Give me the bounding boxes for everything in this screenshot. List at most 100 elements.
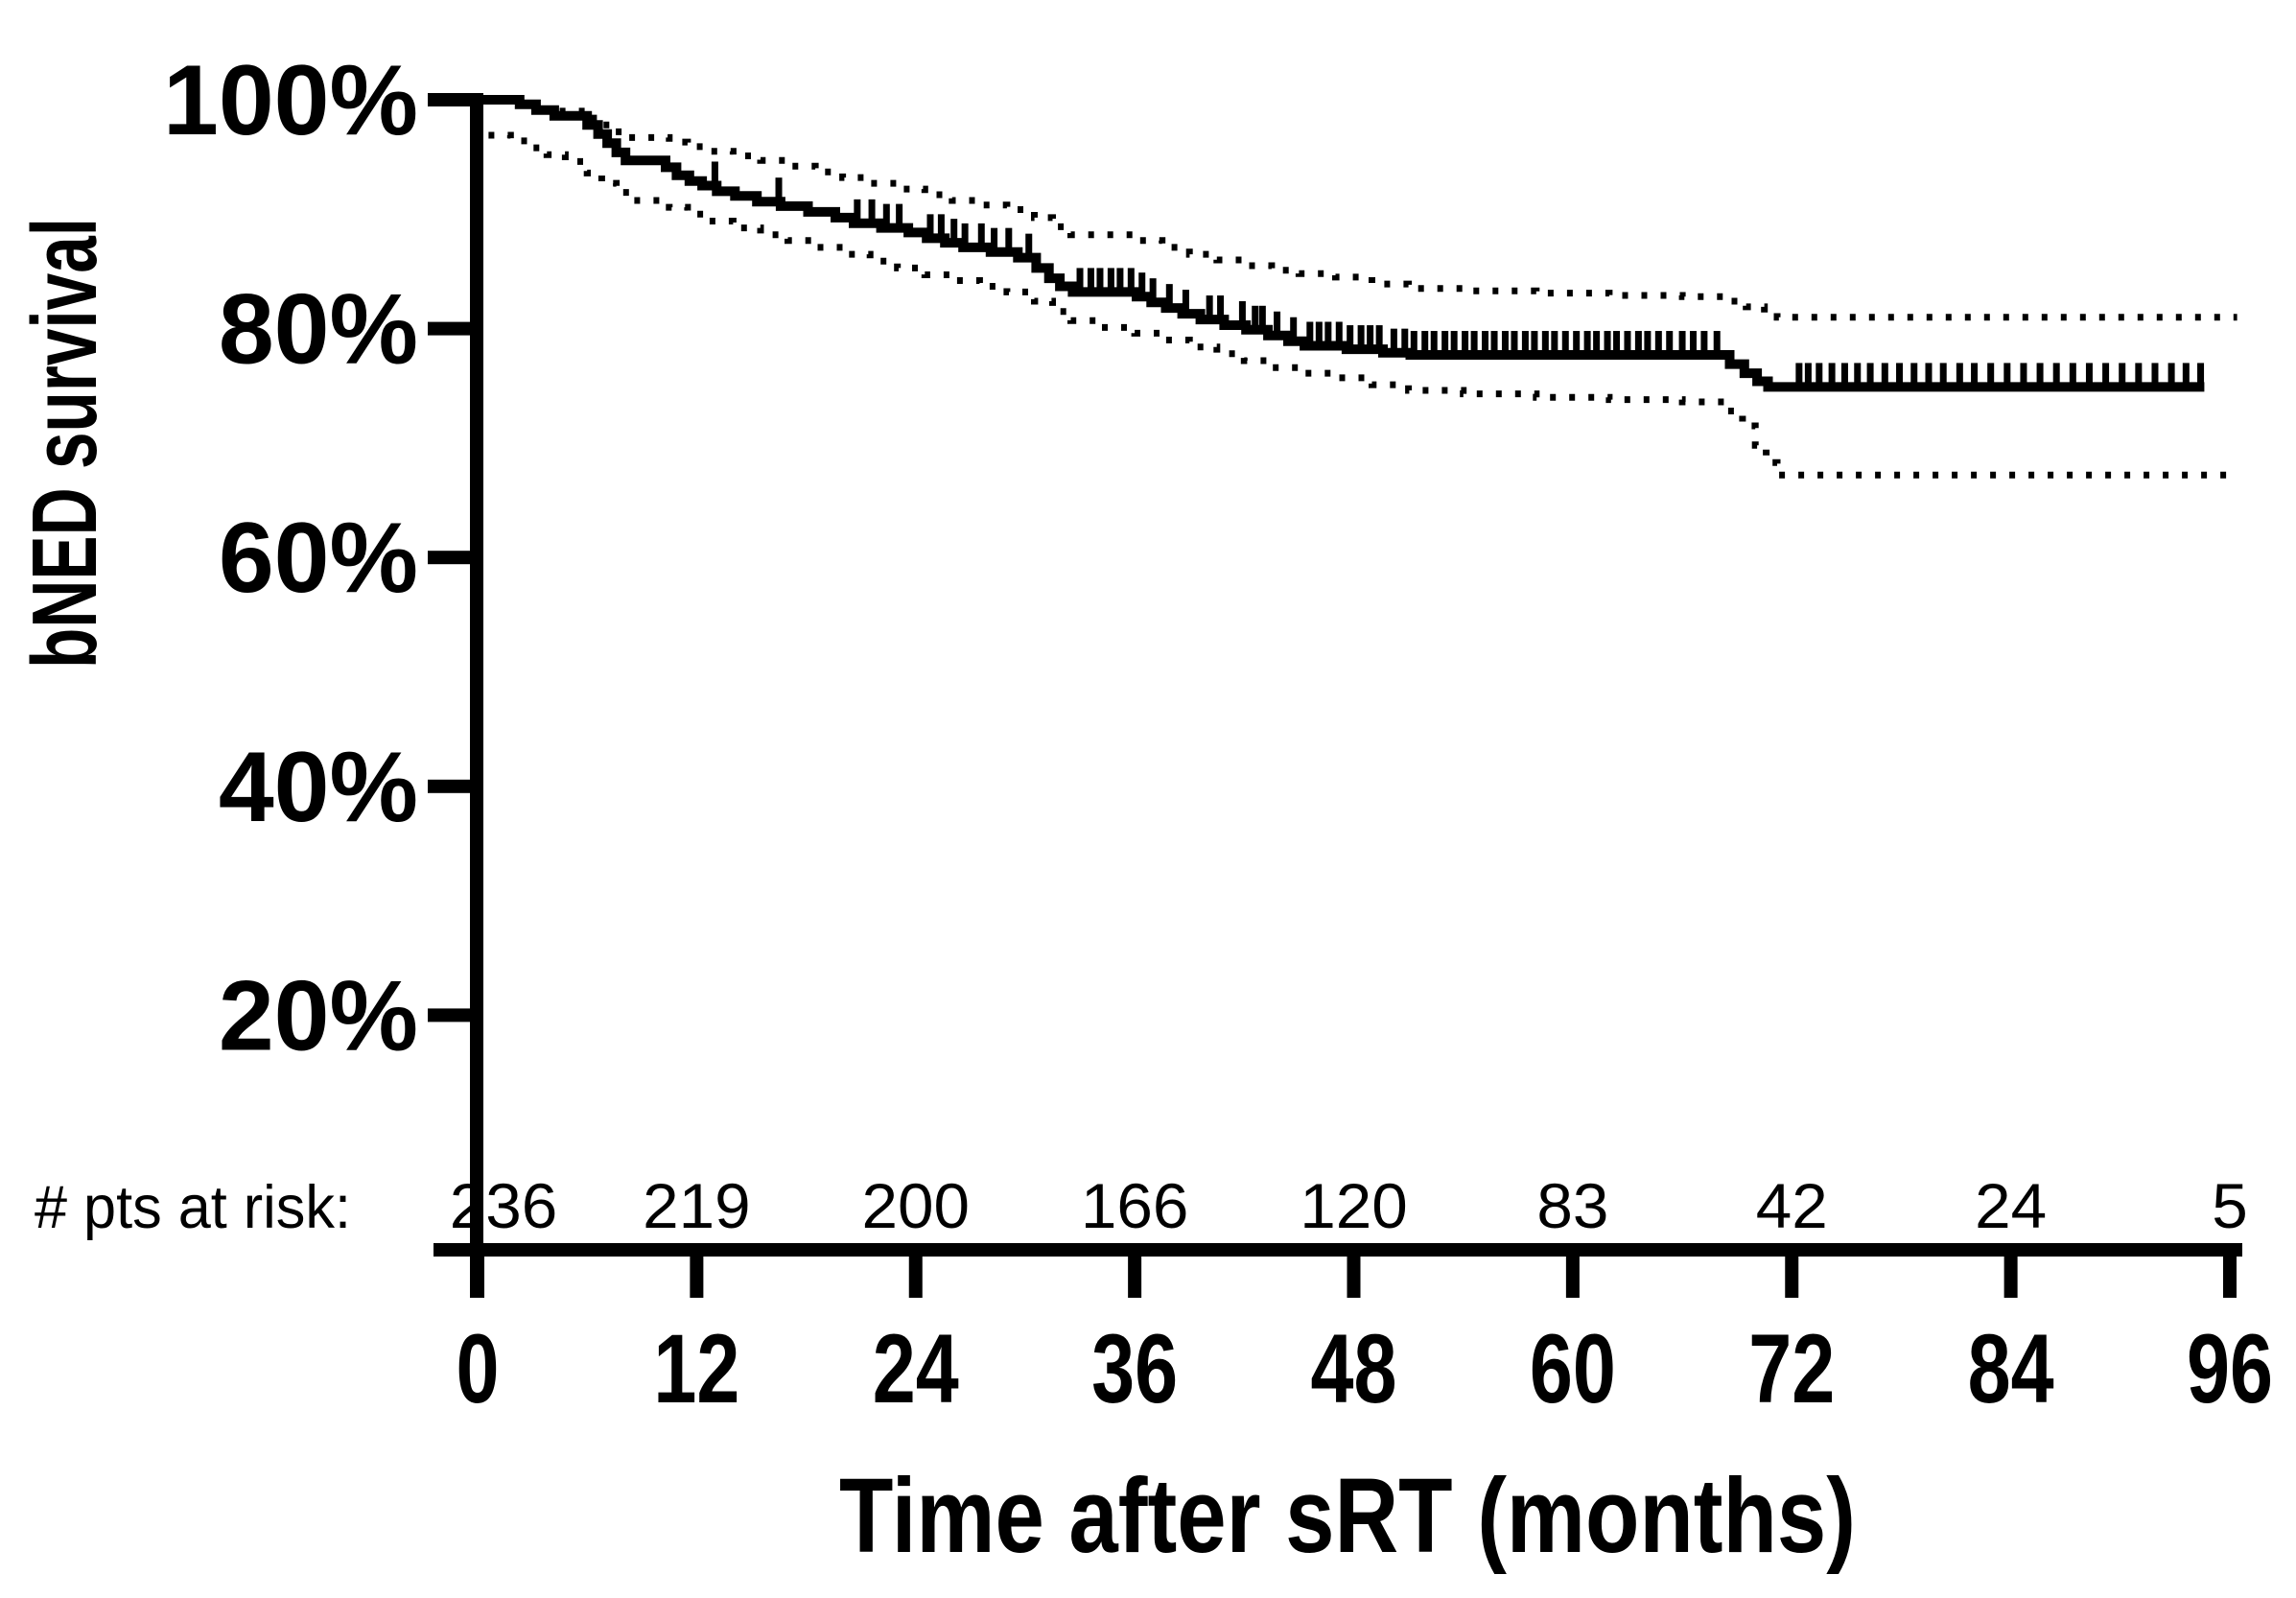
censor-tick	[1217, 295, 1225, 324]
x-tick	[2003, 1250, 2018, 1298]
censor-tick	[1238, 301, 1246, 330]
censor-tick	[1866, 363, 1874, 391]
censor-tick	[1561, 331, 1569, 360]
censor-tick	[896, 203, 903, 232]
censor-tick	[1881, 363, 1888, 391]
censor-tick	[1634, 331, 1642, 360]
censor-tick	[1005, 227, 1013, 256]
censor-tick	[1678, 331, 1686, 360]
censor-tick	[1854, 363, 1862, 391]
censor-tick	[1107, 268, 1114, 296]
censor-tick	[2085, 363, 2093, 391]
censor-tick	[2135, 363, 2143, 391]
x-tick	[2223, 1250, 2237, 1298]
censor-tick	[1470, 331, 1478, 360]
y-tick	[428, 551, 472, 565]
censor-tick	[1644, 331, 1652, 360]
censor-tick	[1654, 331, 1662, 360]
censor-tick	[1700, 331, 1708, 360]
y-tick	[428, 1008, 472, 1022]
x-tick-label: 60	[1530, 1314, 1616, 1423]
censor-tick	[1521, 331, 1529, 360]
censor-tick	[2069, 363, 2076, 391]
ci-upper-curve	[559, 107, 2237, 321]
censor-tick	[1511, 331, 1518, 360]
censor-tick	[1482, 331, 1489, 360]
censor-tick	[961, 223, 969, 251]
censor-tick	[1025, 233, 1033, 262]
censor-tick	[1367, 325, 1374, 354]
risk-count: 236	[450, 1170, 558, 1241]
censor-tick	[1925, 363, 1933, 391]
censor-tick	[1816, 363, 1823, 391]
censor-tick	[1939, 363, 1947, 391]
censor-tick	[1252, 305, 1259, 334]
y-axis-title: bNED survival	[13, 218, 116, 669]
censor-tick	[711, 161, 718, 190]
x-tick-label: 24	[873, 1314, 959, 1423]
censor-tick	[1840, 363, 1848, 391]
x-axis-line	[433, 1243, 2242, 1257]
x-tick	[908, 1250, 923, 1298]
censor-tick	[1096, 268, 1104, 296]
censor-tick	[977, 223, 985, 251]
censor-tick	[1604, 331, 1611, 360]
x-tick	[1785, 1250, 1799, 1298]
y-axis-line	[470, 93, 483, 1298]
censor-tick	[854, 199, 861, 227]
censor-tick	[1795, 363, 1803, 391]
y-tick	[428, 93, 472, 106]
censor-tick	[1624, 331, 1631, 360]
y-tick-label: 60%	[219, 503, 418, 614]
censor-tick	[1613, 331, 1621, 360]
x-tick	[1347, 1250, 1361, 1298]
censor-tick	[1593, 331, 1601, 360]
censor-tick	[1689, 331, 1697, 360]
risk-table-label: # pts at risk:	[35, 1174, 351, 1241]
y-tick	[428, 321, 472, 336]
y-tick-label: 40%	[219, 732, 418, 843]
censor-tick	[1347, 325, 1354, 354]
x-tick	[1565, 1250, 1580, 1298]
x-tick	[1128, 1250, 1142, 1298]
censor-tick	[1583, 331, 1591, 360]
censor-tick	[1324, 321, 1332, 350]
x-tick-label: 48	[1311, 1314, 1397, 1423]
risk-count: 83	[1536, 1170, 1608, 1241]
x-axis-title: Time after sRT (months)	[839, 1457, 1856, 1575]
censor-tick	[1258, 305, 1266, 334]
censor-tick	[882, 203, 890, 232]
censor-tick	[1127, 268, 1135, 296]
censor-tick	[1087, 268, 1094, 296]
risk-count: 200	[862, 1170, 971, 1241]
censor-tick	[1315, 321, 1323, 350]
censor-tick	[1357, 325, 1365, 354]
censor-tick	[1531, 331, 1538, 360]
censor-tick	[2102, 363, 2110, 391]
censor-tick	[1971, 363, 1979, 391]
y-tick	[428, 779, 472, 793]
censor-tick	[950, 219, 958, 247]
censor-tick	[775, 177, 783, 206]
censor-tick	[868, 199, 876, 227]
x-tick-label: 84	[1968, 1314, 2054, 1423]
censor-tick	[1410, 331, 1417, 360]
censor-tick	[2119, 363, 2126, 391]
censor-tick	[1541, 331, 1549, 360]
censor-tick	[1987, 363, 1995, 391]
censor-tick	[1910, 363, 1918, 391]
censor-tick	[1138, 272, 1146, 301]
y-tick-label: 100%	[163, 45, 418, 156]
x-tick	[471, 1250, 484, 1298]
censor-tick	[1501, 331, 1509, 360]
censor-tick	[1306, 321, 1314, 350]
risk-count: 42	[1756, 1170, 1828, 1241]
censor-tick	[2151, 363, 2159, 391]
censor-tick	[1490, 331, 1498, 360]
censor-tick	[1450, 331, 1458, 360]
censor-tick	[2036, 363, 2044, 391]
censor-tick	[2052, 363, 2060, 391]
censor-tick	[1421, 331, 1429, 360]
